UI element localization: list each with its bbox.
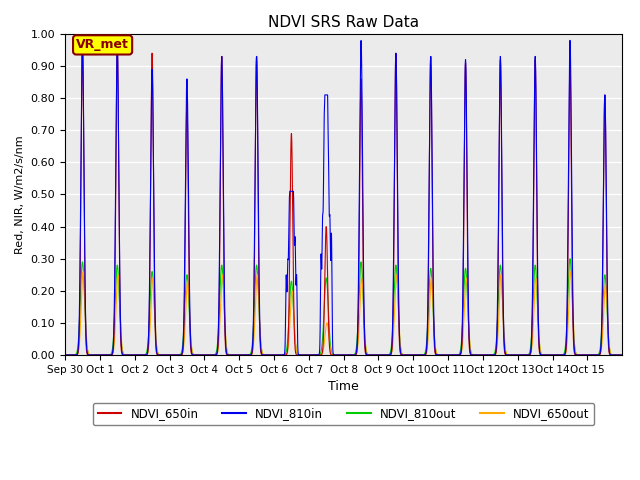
- X-axis label: Time: Time: [328, 380, 359, 393]
- NDVI_810out: [415, 352, 423, 358]
- Line: NDVI_810out: NDVI_810out: [65, 259, 622, 355]
- NDVI_650out: [618, 352, 626, 358]
- Line: NDVI_650out: NDVI_650out: [65, 272, 622, 355]
- NDVI_810out: [391, 275, 399, 280]
- NDVI_650in: [618, 352, 626, 358]
- NDVI_650out: [61, 352, 69, 358]
- NDVI_810out: [504, 352, 512, 358]
- NDVI_810out: [566, 256, 574, 262]
- Line: NDVI_650in: NDVI_650in: [65, 40, 622, 355]
- NDVI_650in: [61, 352, 69, 358]
- NDVI_650out: [89, 352, 97, 358]
- Title: NDVI SRS Raw Data: NDVI SRS Raw Data: [268, 15, 419, 30]
- NDVI_650out: [504, 352, 512, 358]
- NDVI_650out: [391, 300, 399, 306]
- NDVI_650in: [391, 128, 399, 133]
- NDVI_650in: [263, 352, 271, 358]
- NDVI_810in: [504, 352, 512, 358]
- NDVI_650out: [79, 269, 87, 275]
- NDVI_810in: [89, 352, 97, 358]
- NDVI_810out: [474, 352, 482, 358]
- NDVI_810in: [79, 37, 86, 43]
- NDVI_810out: [89, 352, 97, 358]
- NDVI_810in: [415, 352, 423, 358]
- NDVI_810out: [263, 352, 271, 358]
- NDVI_810out: [61, 352, 69, 358]
- NDVI_810in: [618, 352, 626, 358]
- Line: NDVI_810in: NDVI_810in: [65, 40, 622, 355]
- NDVI_810out: [618, 352, 626, 358]
- NDVI_810in: [61, 352, 69, 358]
- NDVI_650out: [415, 352, 423, 358]
- NDVI_650out: [474, 352, 482, 358]
- NDVI_650in: [89, 352, 97, 358]
- NDVI_650in: [474, 352, 482, 358]
- Legend: NDVI_650in, NDVI_810in, NDVI_810out, NDVI_650out: NDVI_650in, NDVI_810in, NDVI_810out, NDV…: [93, 403, 595, 425]
- NDVI_650out: [263, 352, 271, 358]
- NDVI_650in: [79, 37, 86, 43]
- NDVI_810in: [263, 352, 271, 358]
- NDVI_810in: [474, 352, 482, 358]
- Y-axis label: Red, NIR, W/m2/s/nm: Red, NIR, W/m2/s/nm: [15, 135, 25, 254]
- NDVI_810in: [391, 116, 399, 122]
- NDVI_650in: [504, 352, 512, 358]
- NDVI_650in: [415, 352, 423, 358]
- Text: VR_met: VR_met: [76, 38, 129, 51]
